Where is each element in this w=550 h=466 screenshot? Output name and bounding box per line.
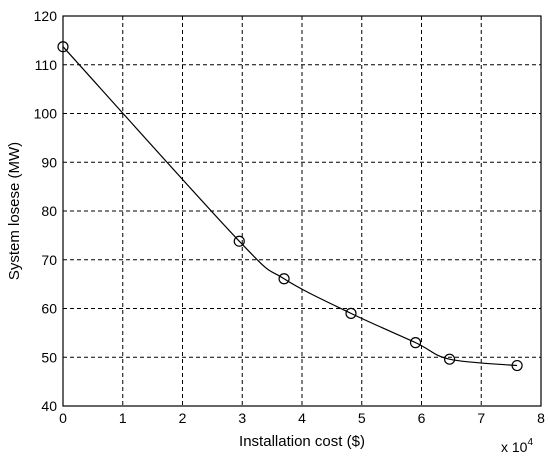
x-tick-label: 6 [418,410,426,426]
x-axis-multiplier-exponent: 4 [527,437,533,448]
y-tick-label: 110 [35,57,58,73]
data-point [233,235,245,247]
x-tick-label: 1 [119,410,127,426]
y-tick-label: 60 [41,301,57,317]
y-tick-label: 50 [41,349,57,365]
tick-labels: 0 1 2 3 4 5 6 7 8 40 50 60 70 80 90 100 110 120 [34,8,545,426]
x-axis-label: Installation cost ($) [239,433,365,450]
x-tick-label: 2 [179,410,187,426]
x-tick-label: 0 [59,410,67,426]
x-tick-label: 7 [477,410,485,426]
x-tick-label: 8 [537,410,545,426]
data-point [278,273,290,285]
y-tick-label: 90 [41,154,57,170]
x-tick-label: 5 [358,410,366,426]
data-point [57,41,69,53]
x-axis-multiplier-base: x 10 [501,439,528,455]
x-tick-label: 4 [298,410,306,426]
series-group [57,41,523,372]
y-tick-label: 40 [41,398,57,414]
y-tick-label: 100 [34,106,58,122]
y-axis-label: System losese (MW) [6,142,23,280]
data-point [409,337,422,349]
grid [63,16,541,406]
data-point [345,307,357,319]
x-axis-multiplier: x 104 [501,437,533,455]
y-tick-label: 120 [34,8,58,24]
x-tick-label: 3 [238,410,246,426]
data-point [511,359,523,372]
y-tick-label: 80 [41,203,57,219]
data-point [443,353,456,365]
series-line [62,46,518,367]
y-tick-label: 70 [41,252,57,268]
